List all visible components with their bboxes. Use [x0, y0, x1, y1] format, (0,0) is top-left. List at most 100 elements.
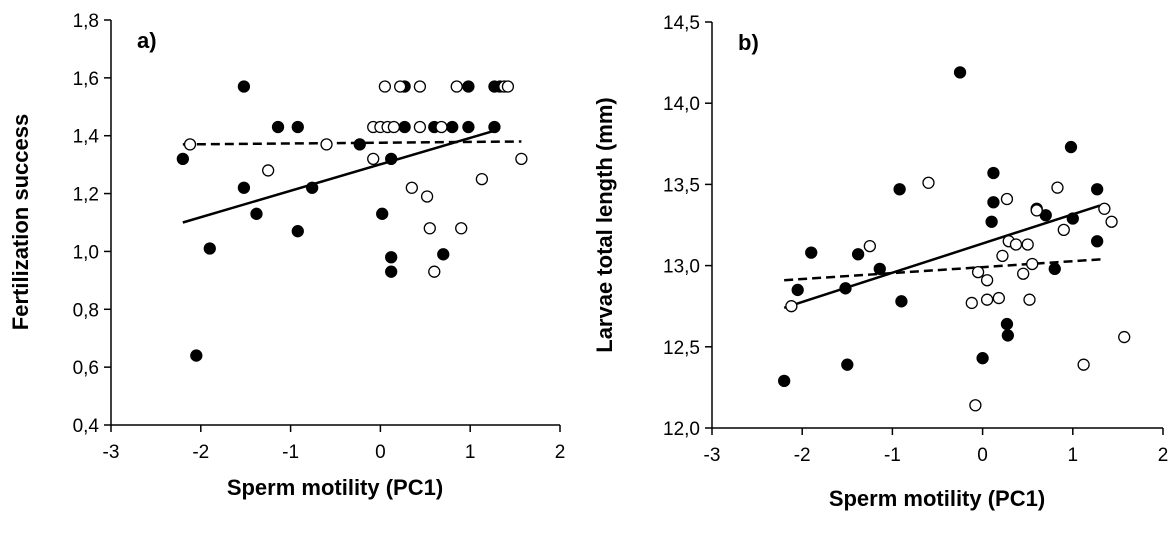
open-data-point [1105, 215, 1118, 228]
open-data-point [1118, 330, 1131, 344]
filled-data-point [237, 80, 251, 93]
open-data-point [1057, 223, 1070, 237]
open-data-point [1021, 238, 1034, 251]
filled-data-point [446, 120, 459, 134]
filled-data-point [250, 207, 263, 220]
y-tick-label: 13,0 [663, 257, 700, 278]
filled-data-point [176, 152, 189, 166]
x-axis-title: Sperm motility (PC1) [227, 475, 443, 500]
open-data-point [261, 164, 275, 177]
open-data-point [980, 293, 994, 306]
open-data-point [515, 152, 528, 166]
y-tick-label: 1,2 [73, 185, 99, 206]
y-tick-label: 1,4 [73, 127, 100, 148]
filled-data-point [841, 358, 854, 371]
open-data-point [423, 222, 436, 235]
solid-regression-line [182, 128, 498, 224]
open-data-point [863, 239, 876, 253]
open-data-point [367, 152, 380, 166]
y-tick-label: 13,5 [663, 175, 700, 196]
filled-data-point [385, 251, 398, 264]
filled-data-point [462, 120, 475, 134]
filled-data-point [1091, 235, 1104, 248]
x-tick-label: 2 [555, 442, 566, 463]
y-tick-label: 1,6 [73, 69, 99, 90]
x-tick-label: -2 [794, 445, 811, 466]
filled-data-point [190, 349, 203, 362]
panel-label: a) [137, 28, 157, 53]
filled-data-point [237, 181, 251, 194]
filled-data-point [1000, 317, 1014, 331]
filled-data-point [895, 295, 908, 308]
filled-data-point [976, 352, 989, 365]
dashed-regression-line [784, 257, 1105, 282]
y-tick-label: 1,8 [73, 11, 99, 32]
filled-data-point [462, 80, 475, 93]
chart-panel-a: 0,4 0,6 0,8 1,0 1,2 1,4 1,6 1,8 -3 -2 -1 0 1 2 a) Sperm… [8, 11, 565, 500]
solid-regression-line [783, 204, 1101, 310]
open-data-point [922, 176, 935, 189]
open-data-point [435, 120, 448, 134]
filled-data-point [791, 283, 804, 297]
filled-data-point [353, 138, 366, 151]
filled-data-point [987, 196, 1000, 209]
open-data-point [450, 80, 463, 93]
x-tick-label: -3 [103, 442, 120, 463]
x-tick-label: 1 [465, 442, 476, 463]
x-tick-label: -3 [704, 445, 721, 466]
open-data-point [378, 80, 392, 93]
filled-data-point [291, 120, 304, 134]
dashed-regression-line [182, 140, 522, 146]
filled-data-point [385, 265, 398, 278]
filled-data-point [873, 262, 886, 275]
chart-panel-b: 12,0 12,5 13,0 13,5 14,0 14,5 -3 -2 -1 0 1 2 b) Sperm… [592, 13, 1168, 511]
y-tick-label: 0,6 [73, 358, 99, 379]
open-data-point [413, 80, 427, 93]
filled-data-point [306, 181, 319, 194]
filled-data-point [203, 242, 216, 255]
y-axis-title: Fertilization success [8, 114, 33, 330]
x-tick-label: -2 [192, 442, 209, 463]
filled-data-point [291, 225, 304, 238]
open-data-point [1009, 238, 1023, 251]
y-tick-label: 12,0 [663, 419, 700, 440]
filled-data-point [385, 152, 398, 166]
filled-data-point [488, 120, 501, 134]
open-data-point [980, 274, 994, 287]
open-data-point [413, 120, 427, 134]
y-tick-label: 0,4 [73, 416, 100, 437]
filled-data-point [376, 207, 389, 220]
open-data-point [1026, 257, 1039, 271]
filled-data-point [851, 248, 865, 261]
x-tick-label: -1 [282, 442, 299, 463]
filled-data-point [271, 120, 285, 134]
open-data-point [320, 138, 333, 151]
open-data-point [1051, 181, 1064, 194]
y-axis-title: Larvae total length (mm) [592, 97, 617, 352]
open-data-point [992, 291, 1005, 305]
filled-data-point [985, 215, 998, 228]
filled-data-point [1091, 183, 1104, 196]
filled-data-point [1048, 262, 1061, 275]
filled-data-point [953, 66, 967, 79]
filled-data-point [805, 246, 818, 259]
filled-data-point [893, 183, 906, 196]
open-data-point [1098, 202, 1111, 215]
open-data-point [428, 265, 441, 278]
open-data-point [501, 80, 515, 93]
y-tick-label: 0,8 [73, 300, 99, 321]
y-tick-label: 14,5 [663, 13, 700, 34]
x-tick-label: 2 [1158, 445, 1168, 466]
open-data-point [969, 399, 982, 412]
filled-data-point [1001, 329, 1015, 342]
x-tick-label: 0 [977, 445, 988, 466]
filled-data-point [1064, 140, 1078, 154]
open-data-point [1017, 267, 1030, 280]
open-data-point [1023, 293, 1036, 306]
open-data-point [420, 190, 434, 203]
filled-data-point [398, 120, 411, 134]
open-data-point [965, 296, 978, 310]
y-tick-label: 12,5 [663, 338, 700, 359]
y-tick-label: 14,0 [663, 94, 700, 115]
open-data-point [387, 120, 401, 134]
